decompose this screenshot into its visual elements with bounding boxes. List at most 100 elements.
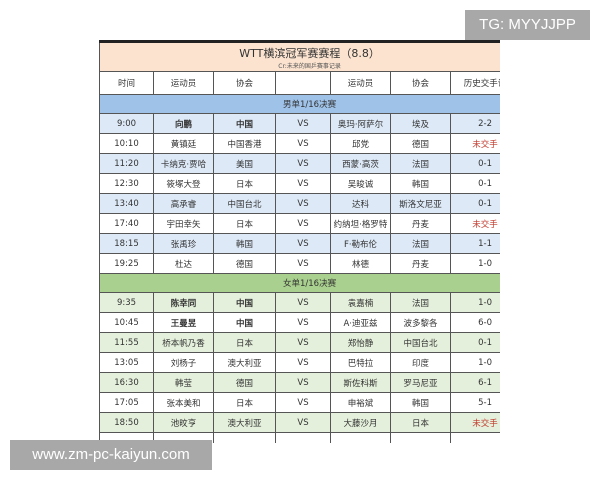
cell-opp-association: 法国 xyxy=(390,153,451,174)
men-section-header: 男单1/16决赛 xyxy=(99,94,500,114)
cell-association: 韩国 xyxy=(213,233,276,254)
cell-time: 11:55 xyxy=(99,332,154,353)
cell-hidden xyxy=(390,432,451,443)
cell-player: 王曼昱 xyxy=(153,312,214,333)
cell-time: 11:20 xyxy=(99,153,154,174)
cell-vs: VS xyxy=(275,352,331,373)
cell-history: 0-1 xyxy=(449,332,500,353)
cell-association: 中国 xyxy=(213,312,276,333)
cell-history: 6-1 xyxy=(449,372,500,393)
cell-player: 宇田幸矢 xyxy=(153,213,214,234)
match-row: 9:35 陈幸同 中国 VS 袁嘉楠 法国 1-0 xyxy=(99,292,500,313)
header-association: 协会 xyxy=(213,71,276,95)
cell-time: 13:40 xyxy=(99,193,154,214)
cell-history: 1-0 xyxy=(449,253,500,274)
schedule-image: WTT横滨冠军赛赛程（8.8） Cr:未来的国乒赛事记录 时间 运动员 协会 运动… xyxy=(99,40,500,443)
cell-player: 杜达 xyxy=(153,253,214,274)
cell-time: 16:30 xyxy=(99,372,154,393)
cell-association: 德国 xyxy=(213,253,276,274)
cell-opponent: 达科 xyxy=(330,193,391,214)
cell-time: 9:00 xyxy=(99,113,154,134)
cell-vs: VS xyxy=(275,253,331,274)
site-watermark: www.zm-pc-kaiyun.com xyxy=(10,440,212,470)
cell-opp-association: 埃及 xyxy=(390,113,451,134)
cell-history: 6-0 xyxy=(449,312,500,333)
cell-association: 中国 xyxy=(213,113,276,134)
cell-time: 17:05 xyxy=(99,392,154,413)
cell-history: 1-1 xyxy=(449,233,500,254)
cell-opp-association: 韩国 xyxy=(390,392,451,413)
cell-association: 日本 xyxy=(213,332,276,353)
section-label: 女单1/16决赛 xyxy=(99,273,500,293)
cell-player: 筱塚大登 xyxy=(153,173,214,194)
cell-history: 1-0 xyxy=(449,292,500,313)
cell-opp-association: 丹麦 xyxy=(390,213,451,234)
cell-opponent: 大藤沙月 xyxy=(330,412,391,433)
match-row: 10:45 王曼昱 中国 VS A·迪亚兹 波多黎各 6-0 xyxy=(99,312,500,333)
cell-hidden xyxy=(275,432,331,443)
cell-hidden xyxy=(330,432,391,443)
cell-time: 9:35 xyxy=(99,292,154,313)
tg-watermark: TG: MYYJJPP xyxy=(465,10,590,40)
cell-time: 18:15 xyxy=(99,233,154,254)
cell-vs: VS xyxy=(275,213,331,234)
cell-hidden xyxy=(213,432,276,443)
match-row: 12:30 筱塚大登 日本 VS 吴晙诚 韩国 0-1 xyxy=(99,173,500,194)
match-row: 9:00 向鹏 中国 VS 奥玛·阿萨尔 埃及 2-2 xyxy=(99,113,500,134)
cell-vs: VS xyxy=(275,193,331,214)
women-section-header: 女单1/16决赛 xyxy=(99,273,500,293)
cell-player: 桥本帆乃香 xyxy=(153,332,214,353)
cell-hidden xyxy=(449,432,500,443)
header-opp-association: 协会 xyxy=(390,71,451,95)
match-row: 19:25 杜达 德国 VS 林德 丹麦 1-0 xyxy=(99,253,500,274)
cell-association: 美国 xyxy=(213,153,276,174)
cell-opp-association: 斯洛文尼亚 xyxy=(390,193,451,214)
match-row: 11:20 卡纳克·贾哈 美国 VS 西蒙·高茨 法国 0-1 xyxy=(99,153,500,174)
header-history: 历史交手记 xyxy=(449,71,500,95)
cell-history: 0-1 xyxy=(449,193,500,214)
cell-opp-association: 法国 xyxy=(390,292,451,313)
cell-opponent: 奥玛·阿萨尔 xyxy=(330,113,391,134)
match-row: 11:55 桥本帆乃香 日本 VS 郑怡静 中国台北 0-1 xyxy=(99,332,500,353)
cell-opponent: 巴特拉 xyxy=(330,352,391,373)
match-row: 16:30 韩莹 德国 VS 斯佐科斯 罗马尼亚 6-1 xyxy=(99,372,500,393)
cell-time: 12:30 xyxy=(99,173,154,194)
cell-opponent: 吴晙诚 xyxy=(330,173,391,194)
cell-player: 刘杨子 xyxy=(153,352,214,373)
header-player: 运动员 xyxy=(153,71,214,95)
cell-time: 19:25 xyxy=(99,253,154,274)
cell-opponent: 郑怡静 xyxy=(330,332,391,353)
cell-opp-association: 波多黎各 xyxy=(390,312,451,333)
cell-opponent: 林德 xyxy=(330,253,391,274)
cell-opp-association: 德国 xyxy=(390,133,451,154)
cell-opponent: 申裕斌 xyxy=(330,392,391,413)
cell-time: 10:45 xyxy=(99,312,154,333)
cell-vs: VS xyxy=(275,292,331,313)
cell-time: 13:05 xyxy=(99,352,154,373)
match-row: 18:50 池旼亨 澳大利亚 VS 大藤沙月 日本 未交手 xyxy=(99,412,500,433)
cell-association: 中国香港 xyxy=(213,133,276,154)
cell-opponent: F·勒布伦 xyxy=(330,233,391,254)
match-row: 18:15 张禹珍 韩国 VS F·勒布伦 法国 1-1 xyxy=(99,233,500,254)
cell-history: 0-1 xyxy=(449,153,500,174)
schedule-subtitle: Cr:未来的国乒赛事记录 xyxy=(278,62,341,70)
cell-history: 1-0 xyxy=(449,352,500,373)
cell-player: 黄镇廷 xyxy=(153,133,214,154)
cell-history: 2-2 xyxy=(449,113,500,134)
match-row: 17:40 宇田幸矢 日本 VS 约纳坦·格罗特 丹麦 未交手 xyxy=(99,213,500,234)
cell-vs: VS xyxy=(275,372,331,393)
header-time: 时间 xyxy=(99,71,154,95)
cell-history: 未交手 xyxy=(449,133,500,154)
cell-history: 0-1 xyxy=(449,173,500,194)
cell-opp-association: 罗马尼亚 xyxy=(390,372,451,393)
cell-association: 澳大利亚 xyxy=(213,352,276,373)
cell-history: 5-1 xyxy=(449,392,500,413)
cell-opponent: 袁嘉楠 xyxy=(330,292,391,313)
cell-opponent: A·迪亚兹 xyxy=(330,312,391,333)
cell-association: 日本 xyxy=(213,173,276,194)
cell-opp-association: 韩国 xyxy=(390,173,451,194)
cell-association: 澳大利亚 xyxy=(213,412,276,433)
match-row: 17:05 张本美和 日本 VS 申裕斌 韩国 5-1 xyxy=(99,392,500,413)
cell-history: 未交手 xyxy=(449,412,500,433)
cell-vs: VS xyxy=(275,153,331,174)
